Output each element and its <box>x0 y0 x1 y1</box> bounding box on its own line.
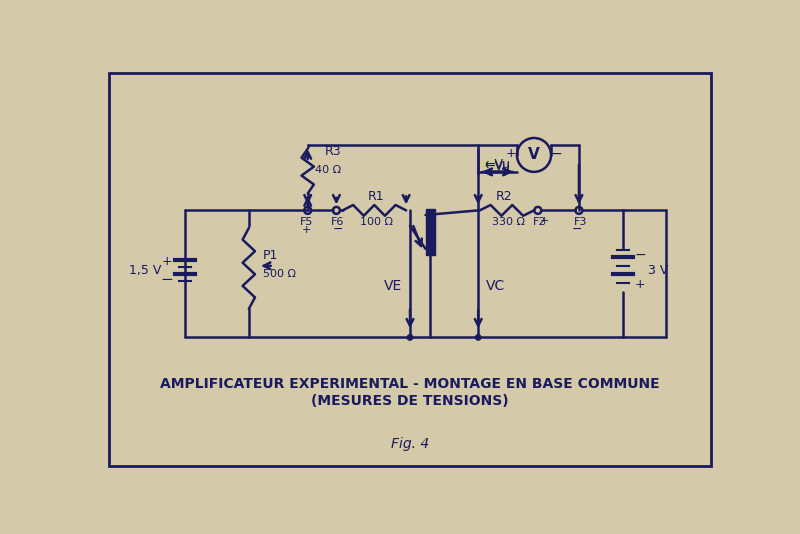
Text: −: − <box>160 272 173 287</box>
Text: −: − <box>634 248 646 262</box>
Text: F6: F6 <box>331 217 345 227</box>
Text: (MESURES DE TENSIONS): (MESURES DE TENSIONS) <box>311 394 509 409</box>
Text: +: + <box>506 147 516 160</box>
Text: 100 Ω: 100 Ω <box>360 217 393 227</box>
Text: F5: F5 <box>299 217 313 227</box>
Text: +: + <box>302 225 311 234</box>
Circle shape <box>407 335 413 340</box>
Text: VE: VE <box>384 279 402 293</box>
Text: F3: F3 <box>574 217 587 227</box>
Text: R3: R3 <box>325 145 342 158</box>
Text: 40 Ω: 40 Ω <box>315 166 342 175</box>
Text: 1,5 V: 1,5 V <box>129 264 161 277</box>
Text: 500 Ω: 500 Ω <box>262 269 296 279</box>
Text: ←Vu: ←Vu <box>485 158 510 171</box>
Text: F2: F2 <box>533 217 546 227</box>
Text: VC: VC <box>486 279 505 293</box>
Text: +: + <box>635 278 646 291</box>
Text: AMPLIFICATEUR EXPERIMENTAL - MONTAGE EN BASE COMMUNE: AMPLIFICATEUR EXPERIMENTAL - MONTAGE EN … <box>160 376 660 391</box>
Text: −: − <box>550 146 562 160</box>
Text: R2: R2 <box>496 190 513 203</box>
Text: −: − <box>333 223 343 236</box>
Text: V: V <box>528 147 540 162</box>
Text: 330 Ω: 330 Ω <box>491 217 525 227</box>
Circle shape <box>475 335 481 340</box>
Bar <box>426 209 435 255</box>
Text: ←Vu: ←Vu <box>485 160 510 173</box>
Text: +: + <box>539 216 549 226</box>
Text: R1: R1 <box>368 190 385 203</box>
Text: +: + <box>162 255 172 268</box>
Text: 3 V: 3 V <box>648 264 668 277</box>
Text: Fig. 4: Fig. 4 <box>391 437 429 451</box>
Text: −: − <box>572 223 582 236</box>
Text: P1: P1 <box>262 248 278 262</box>
